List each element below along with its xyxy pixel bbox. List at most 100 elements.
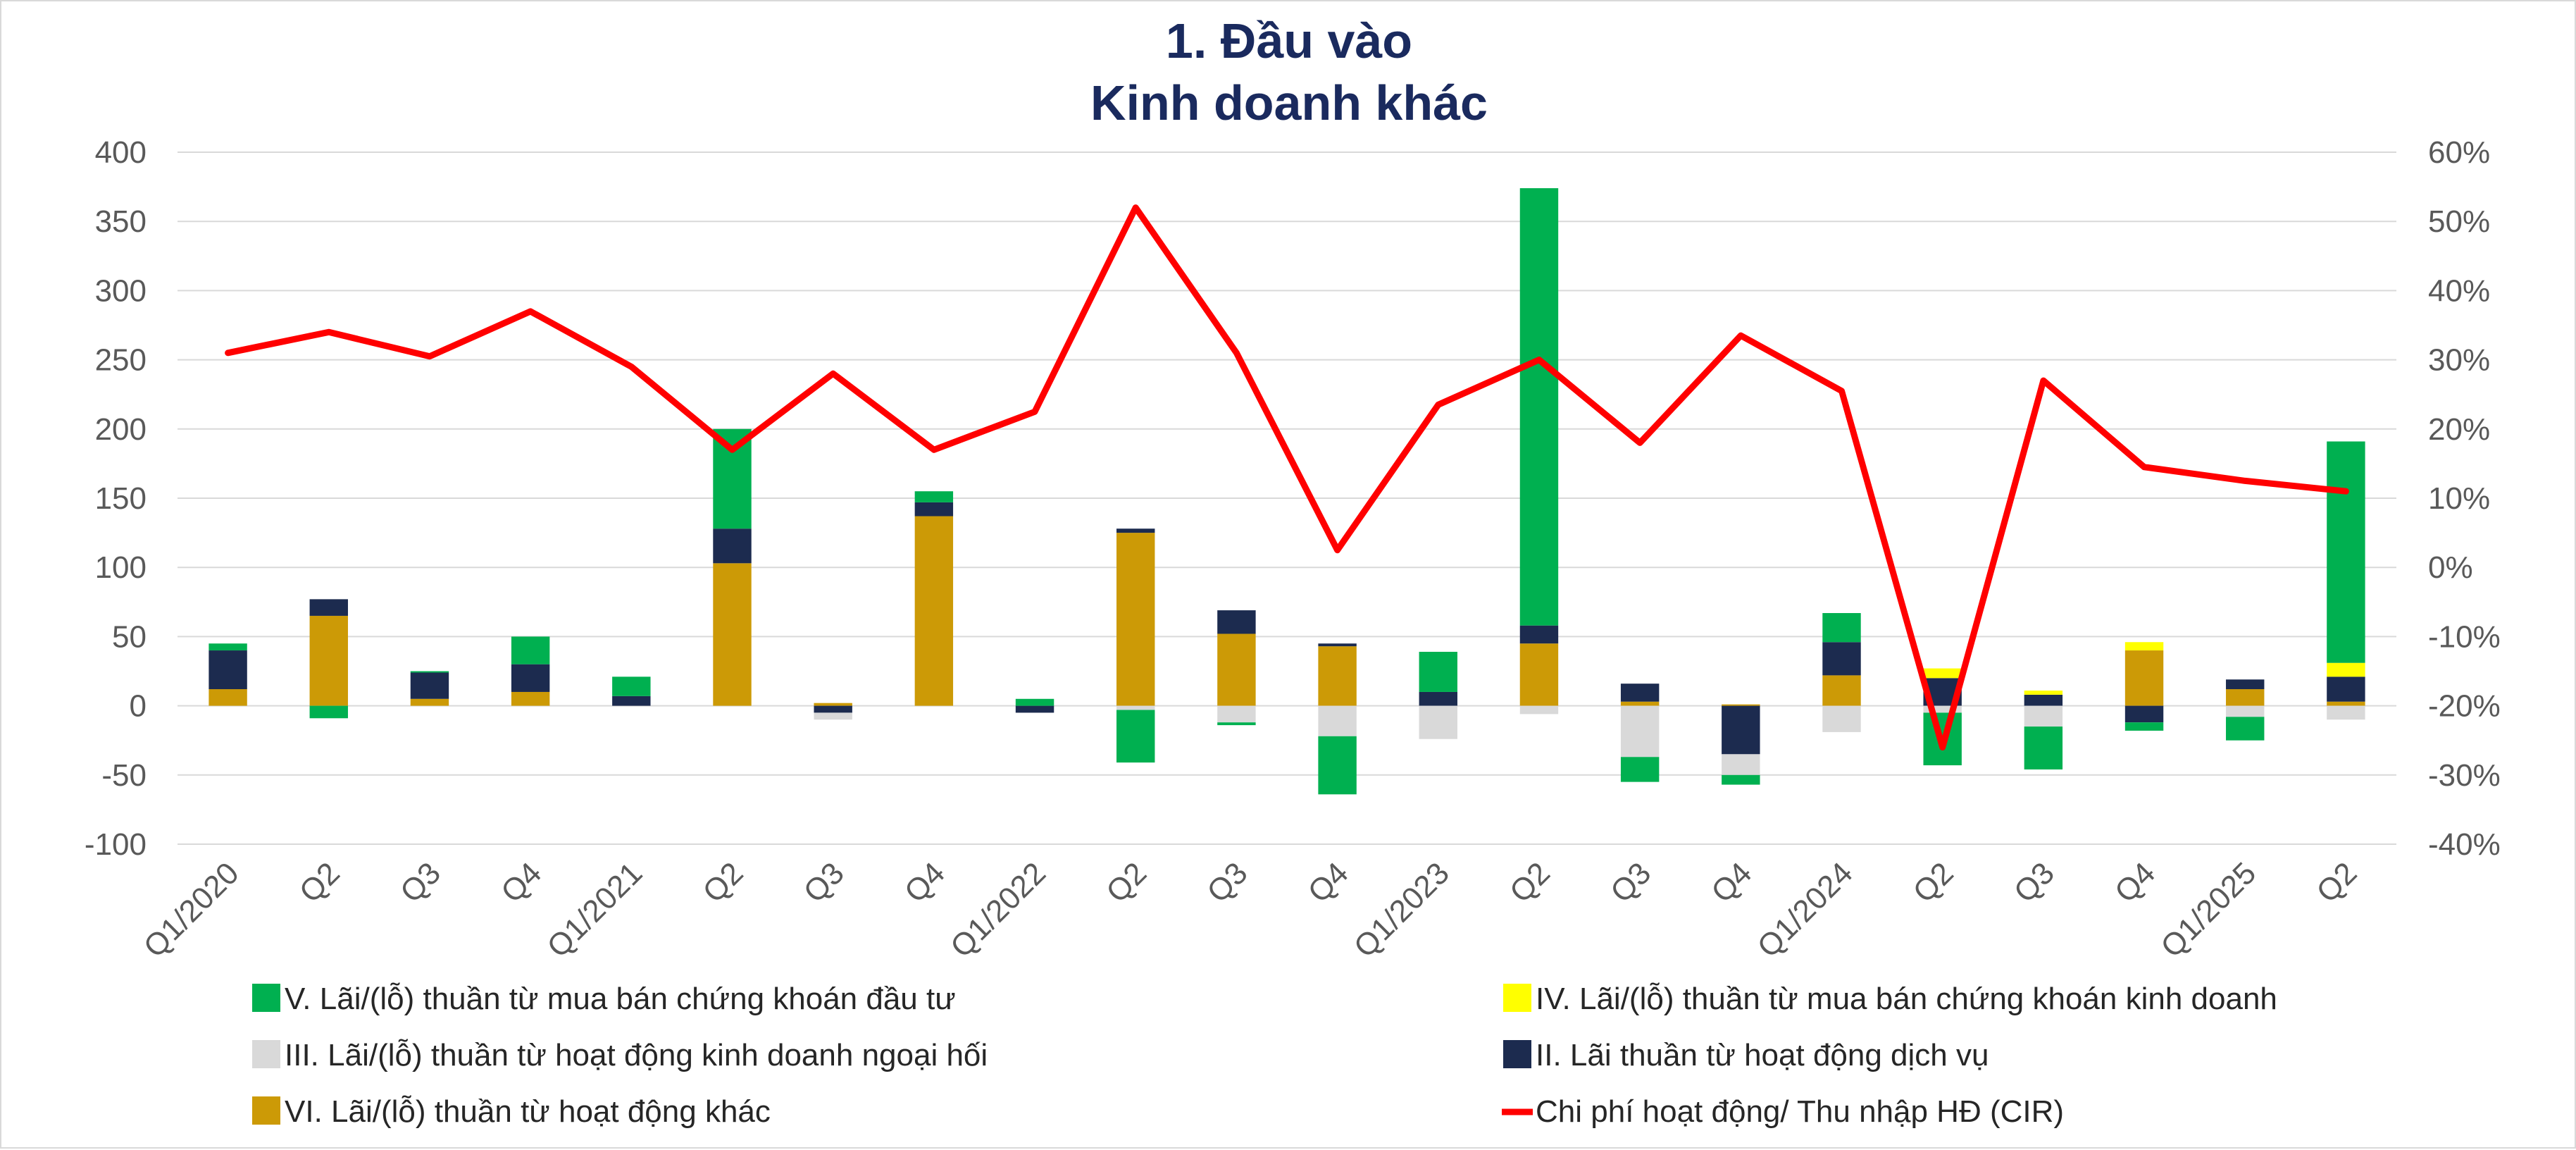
left-axis: -100 -50 0 50 100 150 200 250 300 350 400 xyxy=(85,135,147,862)
bar-v-13 xyxy=(1419,652,1457,692)
x-tick-label: Q1/2022 xyxy=(944,855,1052,964)
x-tick-label: Q3 xyxy=(2008,855,2061,909)
x-tick-label: Q2 xyxy=(293,855,347,909)
bar-v-15 xyxy=(1620,757,1660,782)
bar-vi-16 xyxy=(1722,704,1760,706)
left-tick-label: 250 xyxy=(95,343,147,378)
legend-label-v: V. Lãi/(lỗ) thuần từ mua bán chứng khoán… xyxy=(285,982,956,1016)
bar-v-6 xyxy=(713,428,752,529)
left-tick-label: -50 xyxy=(101,758,147,793)
chart-subtitle: Kinh doanh khác xyxy=(1090,75,1488,130)
bar-vi-3 xyxy=(410,698,449,706)
bar-ii-20 xyxy=(2124,705,2164,723)
bar-ii-5 xyxy=(612,695,651,706)
bar-ii-14 xyxy=(1519,625,1559,644)
bar-vi-2 xyxy=(309,615,348,706)
left-tick-label: 400 xyxy=(95,135,147,170)
bar-iii-12 xyxy=(1318,705,1357,736)
bar-iii-22 xyxy=(2327,705,2365,720)
bar-ii-15 xyxy=(1620,684,1660,702)
bar-iii-18 xyxy=(1923,705,1962,713)
x-tick-label: Q2 xyxy=(1100,855,1153,909)
legend-marker-iv xyxy=(1503,984,1531,1012)
right-axis: -40% -30% -20% -10% 0% 10% 20% 30% 40% 50% 60% xyxy=(2428,135,2501,862)
bar-v-17 xyxy=(1822,613,1861,643)
bar-ii-16 xyxy=(1722,705,1760,755)
bar-iii-16 xyxy=(1722,754,1760,775)
bar-iii-7 xyxy=(814,712,852,720)
x-tick-label: Q4 xyxy=(1705,855,1758,909)
bar-ii-4 xyxy=(511,664,550,692)
bar-v-14 xyxy=(1519,188,1559,626)
left-tick-label: 0 xyxy=(130,689,147,724)
left-tick-label: 200 xyxy=(95,412,147,447)
bar-v-1 xyxy=(209,643,247,651)
legend: V. Lãi/(lỗ) thuần từ mua bán chứng khoán… xyxy=(252,982,2277,1129)
bar-iv-22 xyxy=(2327,662,2365,677)
legend-marker-ii xyxy=(1503,1040,1531,1068)
bar-iii-19 xyxy=(2024,705,2063,727)
bar-ii-19 xyxy=(2024,694,2063,706)
gridlines xyxy=(178,152,2396,845)
bar-v-12 xyxy=(1318,736,1357,795)
x-tick-label: Q3 xyxy=(1604,855,1657,909)
bar-vi-4 xyxy=(511,691,550,706)
bar-v-5 xyxy=(612,676,651,696)
bar-vi-12 xyxy=(1318,646,1357,706)
bar-ii-7 xyxy=(814,705,852,713)
right-tick-label: 30% xyxy=(2428,343,2490,378)
bar-ii-21 xyxy=(2226,679,2265,690)
right-tick-label: 20% xyxy=(2428,412,2490,447)
bar-ii-10 xyxy=(1116,528,1155,533)
x-tick-label: Q2 xyxy=(2310,855,2363,909)
right-tick-label: 60% xyxy=(2428,135,2490,170)
bar-ii-2 xyxy=(309,599,348,616)
x-tick-label: Q1/2023 xyxy=(1348,855,1456,964)
bar-vi-21 xyxy=(2226,689,2265,706)
chart-title: 1. Đầu vào xyxy=(1166,13,1412,68)
legend-label-iii: III. Lãi/(lỗ) thuần từ hoạt động kinh do… xyxy=(285,1038,988,1072)
bar-vi-10 xyxy=(1116,533,1155,706)
right-tick-label: -40% xyxy=(2428,827,2501,862)
x-tick-label: Q2 xyxy=(696,855,749,909)
bar-vi-14 xyxy=(1519,643,1559,706)
bar-v-10 xyxy=(1116,710,1155,763)
bar-v-19 xyxy=(2024,727,2063,769)
bar-ii-1 xyxy=(209,650,247,690)
cir-line-layer xyxy=(225,204,2349,750)
bar-v-20 xyxy=(2124,722,2164,731)
right-tick-label: -20% xyxy=(2428,689,2501,724)
bar-vi-15 xyxy=(1620,701,1660,706)
bar-iii-15 xyxy=(1620,705,1660,758)
bar-v-21 xyxy=(2226,717,2265,741)
right-tick-label: 50% xyxy=(2428,204,2490,239)
legend-marker-vi xyxy=(252,1096,280,1125)
bar-iv-20 xyxy=(2124,642,2164,651)
x-tick-label: Q4 xyxy=(898,855,952,909)
bar-v-4 xyxy=(511,636,550,664)
bar-ii-9 xyxy=(1015,705,1054,713)
bar-v-22 xyxy=(2327,441,2365,663)
legend-label-ii: II. Lãi thuần từ hoạt động dịch vụ xyxy=(1536,1038,1989,1072)
x-tick-label: Q3 xyxy=(797,855,851,909)
bar-vi-8 xyxy=(914,516,954,706)
x-tick-label: Q4 xyxy=(1302,855,1355,909)
legend-label-vi: VI. Lãi/(lỗ) thuần từ hoạt động khác xyxy=(285,1094,771,1129)
x-tick-label: Q1/2025 xyxy=(2154,855,2263,964)
x-tick-label: Q4 xyxy=(494,855,548,909)
x-tick-label: Q1/2024 xyxy=(1751,855,1860,964)
bar-vi-22 xyxy=(2327,701,2365,706)
bar-vi-7 xyxy=(814,703,852,706)
right-tick-label: 0% xyxy=(2428,550,2473,585)
cir-line xyxy=(225,204,2349,750)
bars xyxy=(209,188,2365,795)
bar-ii-11 xyxy=(1217,610,1256,634)
bar-vi-20 xyxy=(2124,650,2164,706)
bar-v-3 xyxy=(410,671,449,673)
bar-ii-22 xyxy=(2327,676,2365,702)
x-tick-label: Q4 xyxy=(2108,855,2162,909)
bar-ii-3 xyxy=(410,672,449,699)
